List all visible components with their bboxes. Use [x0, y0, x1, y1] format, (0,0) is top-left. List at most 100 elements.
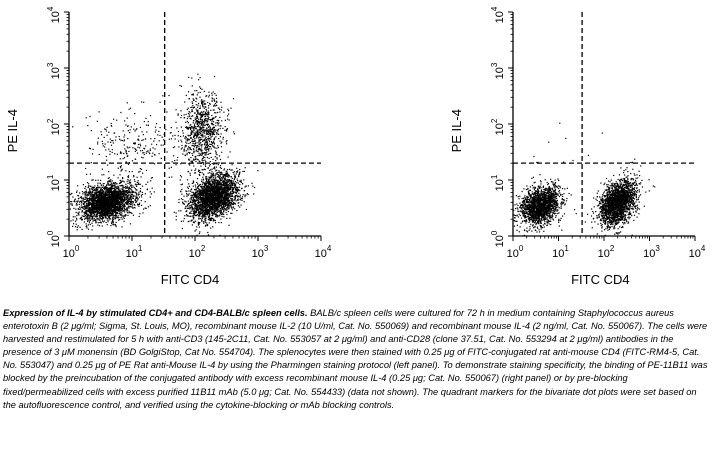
- scatter-point: [186, 215, 188, 217]
- scatter-point: [117, 186, 120, 188]
- scatter-point: [209, 195, 212, 197]
- scatter-point: [106, 199, 108, 201]
- scatter-point: [112, 217, 114, 219]
- scatter-point: [229, 204, 231, 207]
- scatter-point: [188, 220, 190, 222]
- scatter-point: [225, 209, 227, 211]
- scatter-point: [198, 209, 200, 211]
- scatter-point: [219, 202, 221, 204]
- scatter-point: [100, 221, 102, 223]
- scatter-point: [225, 189, 227, 191]
- scatter-point: [226, 191, 228, 193]
- scatter-point: [193, 194, 195, 196]
- scatter-point: [236, 182, 238, 184]
- scatter-point: [103, 209, 105, 211]
- scatter-point: [187, 221, 189, 223]
- scatter-point: [190, 220, 192, 222]
- scatter-point: [109, 199, 111, 201]
- scatter-point: [78, 206, 81, 208]
- scatter-point: [231, 177, 233, 179]
- scatter-point: [118, 182, 121, 185]
- scatter-point: [224, 173, 226, 176]
- scatter-point: [100, 179, 102, 181]
- scatter-point: [99, 182, 101, 184]
- scatter-point: [114, 200, 116, 202]
- scatter-point: [112, 194, 114, 196]
- scatter-point: [120, 181, 122, 183]
- scatter-point: [211, 217, 213, 219]
- scatter-point: [193, 214, 195, 216]
- scatter-point: [150, 180, 152, 182]
- scatter-point: [220, 167, 222, 169]
- scatter-point: [74, 226, 77, 228]
- scatter-point: [103, 220, 106, 222]
- scatter-point: [96, 211, 98, 213]
- scatter-point: [206, 186, 208, 189]
- scatter-point: [109, 200, 111, 202]
- scatter-point: [238, 173, 240, 175]
- scatter-point: [98, 208, 100, 210]
- scatter-point: [189, 198, 191, 200]
- scatter-point: [223, 216, 225, 218]
- scatter-point: [226, 181, 228, 183]
- scatter-point: [112, 216, 114, 218]
- scatter-point: [225, 198, 227, 201]
- scatter-point: [181, 188, 183, 190]
- scatter-point: [205, 184, 207, 186]
- scatter-point: [182, 199, 184, 201]
- scatter-point: [232, 207, 234, 209]
- scatter-point: [96, 202, 98, 204]
- scatter-point: [116, 216, 118, 218]
- scatter-point: [80, 206, 82, 208]
- scatter-point: [105, 196, 107, 198]
- scatter-point: [225, 197, 228, 199]
- scatter-point: [83, 198, 85, 200]
- scatter-point: [252, 185, 254, 187]
- scatter-point: [129, 188, 131, 190]
- scatter-point: [215, 202, 217, 204]
- scatter-point: [84, 198, 86, 200]
- scatter-point: [92, 217, 94, 219]
- scatter-point: [101, 195, 103, 197]
- scatter-point: [205, 216, 207, 218]
- scatter-point: [102, 204, 104, 206]
- scatter-point: [191, 219, 193, 221]
- scatter-point: [130, 196, 132, 198]
- scatter-point: [234, 203, 236, 205]
- scatter-point: [211, 181, 213, 183]
- scatter-point: [110, 205, 113, 207]
- scatter-point: [201, 216, 203, 218]
- scatter-point: [114, 218, 116, 220]
- scatter-point: [221, 187, 223, 189]
- scatter-point: [217, 171, 219, 173]
- scatter-point: [120, 208, 122, 210]
- scatter-point: [237, 189, 240, 191]
- scatter-point: [224, 194, 226, 197]
- scatter-point: [95, 188, 97, 190]
- scatter-point: [106, 200, 108, 202]
- scatter-point: [210, 187, 212, 189]
- scatter-point: [207, 189, 209, 191]
- scatter-point: [198, 214, 200, 217]
- scatter-point: [217, 185, 220, 187]
- scatter-point: [223, 179, 225, 182]
- scatter-point: [221, 182, 223, 184]
- scatter-point: [128, 188, 130, 190]
- scatter-point: [204, 165, 207, 167]
- scatter-point: [123, 209, 125, 212]
- scatter-point: [225, 178, 227, 180]
- scatter-point: [219, 190, 221, 192]
- scatter-point: [210, 190, 212, 192]
- scatter-point: [99, 195, 101, 197]
- scatter-point: [96, 216, 98, 218]
- scatter-point: [128, 205, 130, 207]
- scatter-point: [211, 179, 213, 181]
- scatter-point: [221, 206, 223, 208]
- scatter-point: [185, 207, 187, 209]
- scatter-point: [85, 203, 88, 205]
- scatter-point: [238, 192, 240, 194]
- scatter-point: [221, 194, 223, 197]
- scatter-point: [98, 199, 100, 201]
- scatter-point: [207, 188, 209, 190]
- scatter-point: [95, 187, 98, 189]
